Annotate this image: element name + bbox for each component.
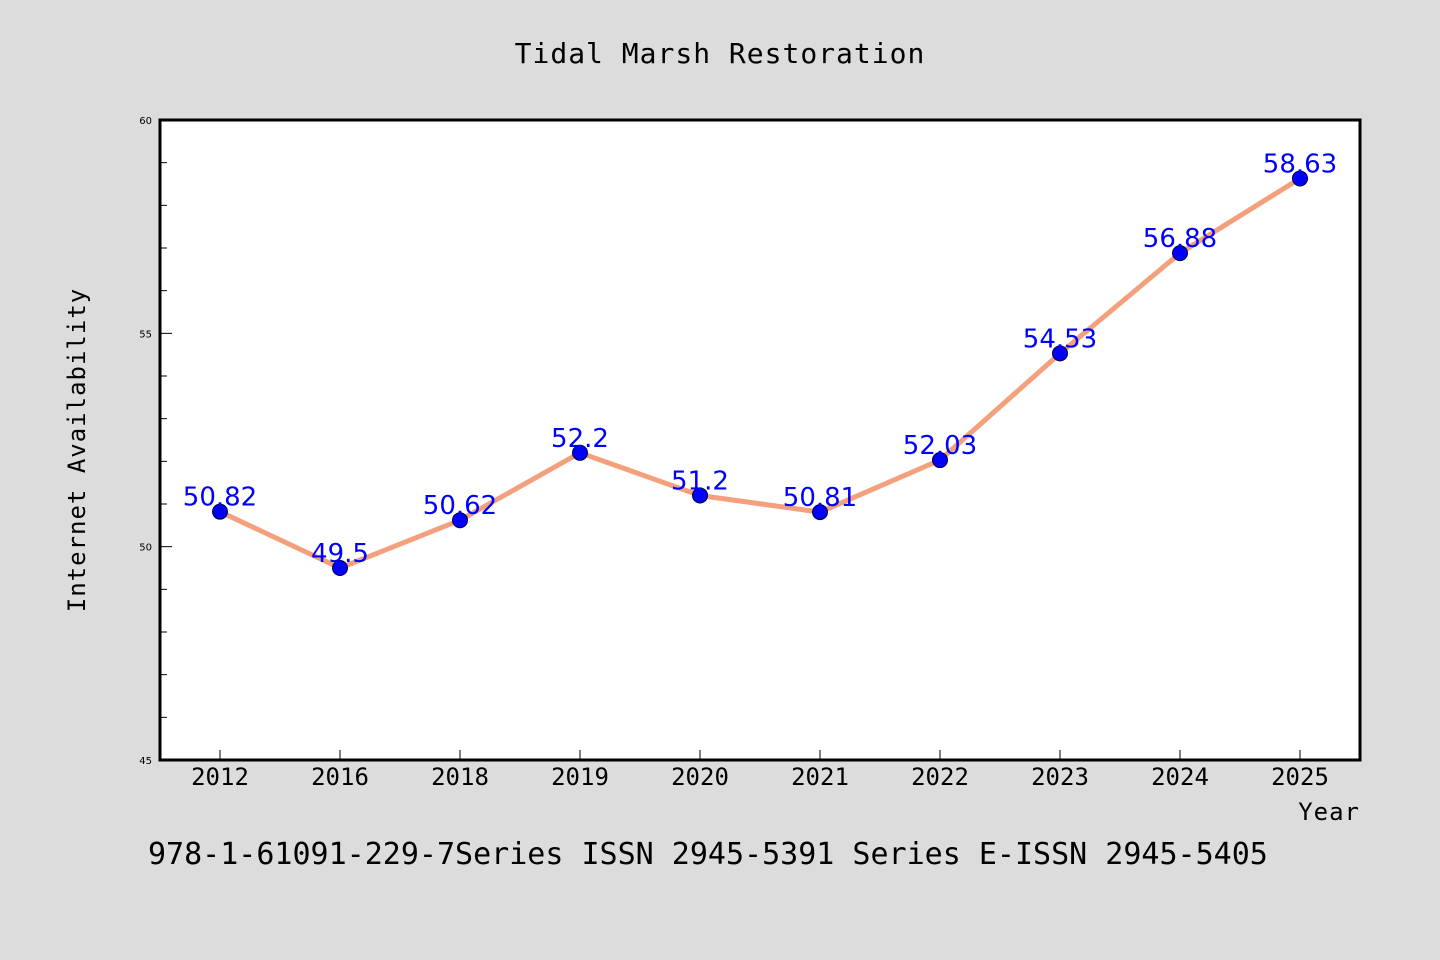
data-point — [812, 504, 828, 521]
data-point — [1052, 345, 1068, 362]
data-labels: 50.82 49.5 50.62 52.2 51.2 50.81 52.03 54.53 56.… — [183, 149, 1337, 569]
data-point — [212, 503, 228, 520]
y-tick-label: 55 — [139, 329, 152, 340]
x-tick-label: 2016 — [311, 763, 369, 791]
x-tick-label: 2021 — [791, 763, 849, 791]
data-label: 58.63 — [1263, 149, 1337, 179]
x-tick-label: 2012 — [191, 763, 249, 791]
data-point — [572, 444, 588, 461]
y-tick-label: 60 — [139, 116, 152, 127]
x-tick-label: 2023 — [1031, 763, 1089, 791]
x-tick-label: 2019 — [551, 763, 609, 791]
data-point — [932, 452, 948, 469]
data-point — [1172, 245, 1188, 262]
data-label: 50.81 — [783, 483, 857, 513]
y-tick-label: 50 — [139, 543, 152, 554]
data-label: 52.2 — [551, 424, 609, 454]
x-axis: 2012 2016 2018 2019 2020 2021 2022 2023 2024 2025 — [191, 750, 1329, 791]
data-label: 51.2 — [671, 466, 729, 496]
series-markers — [212, 170, 1308, 576]
x-tick-label: 2020 — [671, 763, 729, 791]
data-label: 56.88 — [1143, 224, 1217, 254]
data-point — [1292, 170, 1308, 187]
y-axis: 45 50 55 60 — [139, 116, 172, 767]
data-label: 49.5 — [311, 539, 369, 569]
footer-isbn-issn: 978-1-61091-229-7Series ISSN 2945-5391 S… — [148, 837, 1268, 872]
data-label: 50.62 — [423, 491, 497, 521]
data-point — [332, 560, 348, 576]
x-axis-label: Year — [1298, 798, 1360, 826]
x-tick-label: 2018 — [431, 763, 489, 791]
plot-area — [158, 118, 1362, 762]
y-tick-label: 45 — [139, 756, 152, 767]
chart-title: Tidal Marsh Restoration — [515, 37, 926, 70]
series-line — [218, 176, 1302, 571]
data-label: 54.53 — [1023, 324, 1097, 354]
data-label: 50.82 — [183, 483, 257, 513]
x-tick-label: 2024 — [1151, 763, 1209, 791]
data-point — [452, 512, 468, 529]
data-point — [692, 487, 708, 504]
data-label: 52.03 — [903, 431, 977, 461]
x-tick-label: 2025 — [1271, 763, 1329, 791]
x-tick-label: 2022 — [911, 763, 969, 791]
y-axis-label: Internet Availability — [63, 288, 91, 612]
